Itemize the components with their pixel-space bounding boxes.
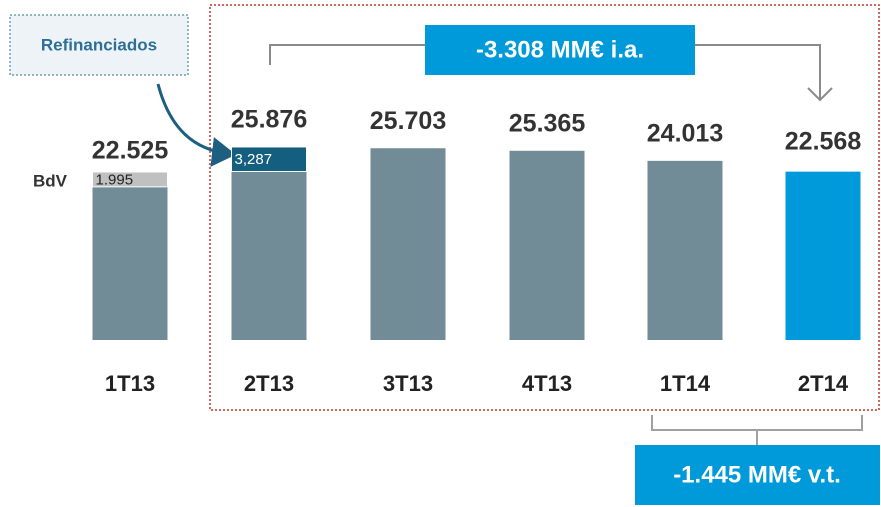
callout-label: Refinanciados: [41, 35, 157, 54]
segment-label: 3,287: [235, 151, 273, 168]
bar: [647, 160, 723, 340]
category-label: 4T13: [522, 371, 572, 396]
total-label: 24.013: [647, 119, 723, 147]
bracket-bottom: [651, 415, 863, 445]
bar: [370, 148, 446, 340]
bar: [231, 146, 307, 340]
segment-name: BdV: [33, 171, 68, 190]
highlight-frame: [209, 4, 880, 411]
bar: [785, 171, 861, 340]
callout-arrow: [156, 83, 236, 167]
category-label: 2T14: [798, 371, 849, 396]
category-label: 2T13: [244, 371, 294, 396]
annotation: -3.308 MM€ i.a.: [476, 36, 644, 63]
category-label: 1T13: [105, 371, 155, 396]
annotation-box: [425, 25, 695, 75]
total-label: 25.365: [509, 109, 586, 137]
segment: [231, 146, 307, 172]
total-label: 22.525: [92, 137, 169, 165]
total-label: 25.876: [231, 106, 307, 134]
bar: [92, 171, 168, 340]
annotation-box: [635, 445, 880, 505]
bar: [509, 150, 585, 340]
category-label: 3T13: [383, 371, 433, 396]
segment-label: 1.995: [96, 171, 134, 188]
category-label: 1T14: [660, 371, 711, 396]
total-label: 22.568: [785, 127, 862, 155]
callout-box: [9, 14, 189, 76]
total-label: 25.703: [370, 107, 446, 135]
annotation: -1.445 MM€ v.t.: [673, 461, 841, 488]
segment: [92, 171, 168, 188]
arrow-head: [807, 87, 833, 102]
